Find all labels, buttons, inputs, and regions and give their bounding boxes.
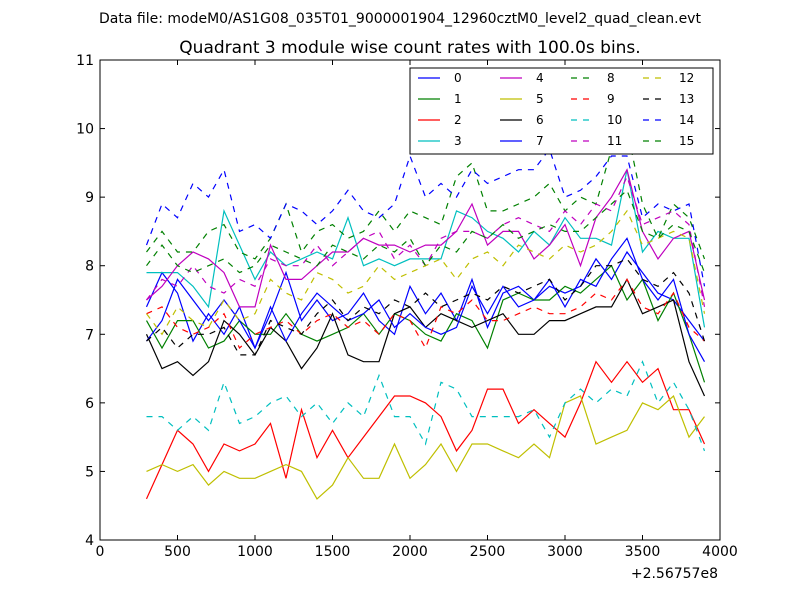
- legend-label-3: 3: [454, 134, 462, 148]
- legend-label-7: 7: [536, 134, 544, 148]
- series-line-15: [146, 189, 706, 274]
- y-tick-label: 8: [85, 259, 94, 275]
- legend-label-4: 4: [536, 71, 544, 85]
- legend-label-14: 14: [679, 113, 694, 127]
- legend-label-5: 5: [536, 92, 544, 106]
- x-tick-label: 2000: [392, 544, 428, 560]
- series-line-4: [146, 168, 706, 308]
- series-line-12: [146, 209, 706, 336]
- y-tick-label: 4: [85, 533, 94, 549]
- x-offset-label: +2.56757e8: [631, 566, 718, 582]
- x-tick-label: 4000: [702, 544, 738, 560]
- figure-suptitle: Data file: modeM0/AS1G08_035T01_90000019…: [99, 11, 701, 27]
- legend-label-9: 9: [607, 92, 615, 106]
- x-tick-label: 1000: [237, 544, 273, 560]
- y-tick-label: 9: [85, 190, 94, 206]
- x-tick-label: 500: [164, 544, 191, 560]
- axes-frame: [99, 59, 721, 541]
- y-tick-label: 7: [85, 327, 94, 343]
- series-line-9: [146, 278, 705, 350]
- legend-label-15: 15: [679, 134, 694, 148]
- legend-label-0: 0: [454, 71, 462, 85]
- series-line-14: [145, 147, 706, 287]
- legend-label-8: 8: [607, 71, 615, 85]
- x-tick-label: 2500: [470, 544, 506, 560]
- legend-label-13: 13: [679, 92, 694, 106]
- chart-title: Quadrant 3 module wise count rates with …: [179, 38, 640, 58]
- x-tick-label: 0: [96, 544, 105, 560]
- axis-ticks: 0 500 1000 1500 2000 2500 3000 3500 400045678910…: [76, 53, 738, 560]
- series-line-10: [146, 360, 706, 452]
- series-line-5: [146, 394, 705, 500]
- y-tick-label: 6: [85, 396, 94, 412]
- legend-label-6: 6: [536, 113, 544, 127]
- series-line-3: [146, 169, 706, 328]
- legend-label-11: 11: [607, 134, 622, 148]
- y-tick-label: 5: [85, 464, 94, 480]
- series-line-7: [146, 237, 706, 362]
- x-tick-label: 3500: [625, 544, 661, 560]
- legend-label-2: 2: [454, 113, 462, 127]
- legend-label-12: 12: [679, 71, 694, 85]
- x-tick-label: 1500: [315, 544, 351, 560]
- series-line-2: [145, 360, 706, 500]
- legend-label-1: 1: [454, 92, 462, 106]
- y-tick-label: 11: [76, 53, 94, 69]
- legend-label-10: 10: [607, 113, 622, 127]
- series-line-13: [146, 258, 706, 356]
- plot-area: [145, 127, 706, 500]
- y-tick-label: 10: [76, 122, 94, 138]
- x-tick-label: 3000: [547, 544, 583, 560]
- legend-box: [409, 67, 714, 155]
